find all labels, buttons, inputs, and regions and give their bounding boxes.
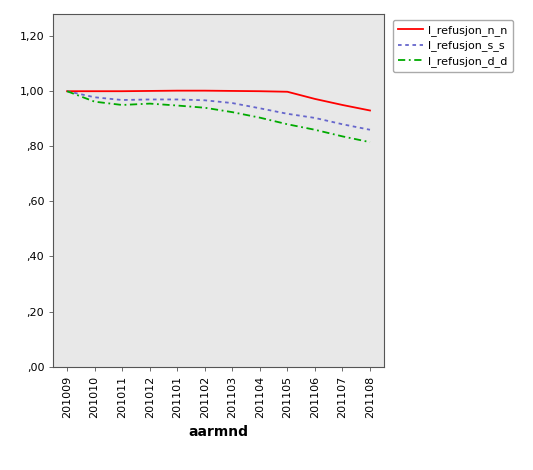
l_refusjon_s_s	[174, 97, 180, 102]
l_refusjon_s_s	[284, 111, 290, 117]
l_refusjon_s_s	[367, 127, 373, 133]
l_refusjon_s_s	[92, 94, 98, 100]
l_refusjon_s_s	[339, 121, 345, 127]
l_refusjon_s_s	[201, 97, 208, 103]
l_refusjon_d_d	[312, 127, 318, 133]
Line: l_refusjon_s_s: l_refusjon_s_s	[67, 91, 370, 130]
l_refusjon_d_d	[92, 99, 98, 104]
l_refusjon_s_s	[256, 105, 263, 111]
l_refusjon_s_s	[229, 100, 236, 106]
Legend: l_refusjon_n_n, l_refusjon_s_s, l_refusjon_d_d: l_refusjon_n_n, l_refusjon_s_s, l_refusj…	[393, 20, 513, 72]
l_refusjon_s_s	[119, 97, 125, 103]
l_refusjon_n_n	[256, 88, 263, 94]
l_refusjon_n_n	[64, 88, 70, 94]
X-axis label: aarmnd: aarmnd	[189, 425, 248, 439]
l_refusjon_d_d	[201, 105, 208, 110]
l_refusjon_n_n	[284, 89, 290, 94]
l_refusjon_d_d	[256, 115, 263, 120]
Line: l_refusjon_d_d: l_refusjon_d_d	[67, 91, 370, 142]
l_refusjon_n_n	[312, 96, 318, 102]
l_refusjon_n_n	[147, 88, 153, 94]
l_refusjon_d_d	[174, 103, 180, 109]
l_refusjon_d_d	[229, 110, 236, 115]
l_refusjon_d_d	[284, 121, 290, 127]
Line: l_refusjon_n_n: l_refusjon_n_n	[67, 91, 370, 110]
l_refusjon_n_n	[92, 88, 98, 94]
l_refusjon_s_s	[147, 97, 153, 102]
l_refusjon_d_d	[147, 101, 153, 106]
l_refusjon_n_n	[229, 88, 236, 94]
l_refusjon_n_n	[339, 102, 345, 108]
l_refusjon_d_d	[339, 133, 345, 139]
l_refusjon_n_n	[119, 88, 125, 94]
l_refusjon_n_n	[201, 88, 208, 94]
l_refusjon_d_d	[367, 139, 373, 145]
l_refusjon_d_d	[64, 88, 70, 94]
l_refusjon_n_n	[367, 108, 373, 113]
l_refusjon_d_d	[119, 102, 125, 108]
l_refusjon_n_n	[174, 88, 180, 94]
l_refusjon_s_s	[64, 88, 70, 94]
l_refusjon_s_s	[312, 115, 318, 121]
